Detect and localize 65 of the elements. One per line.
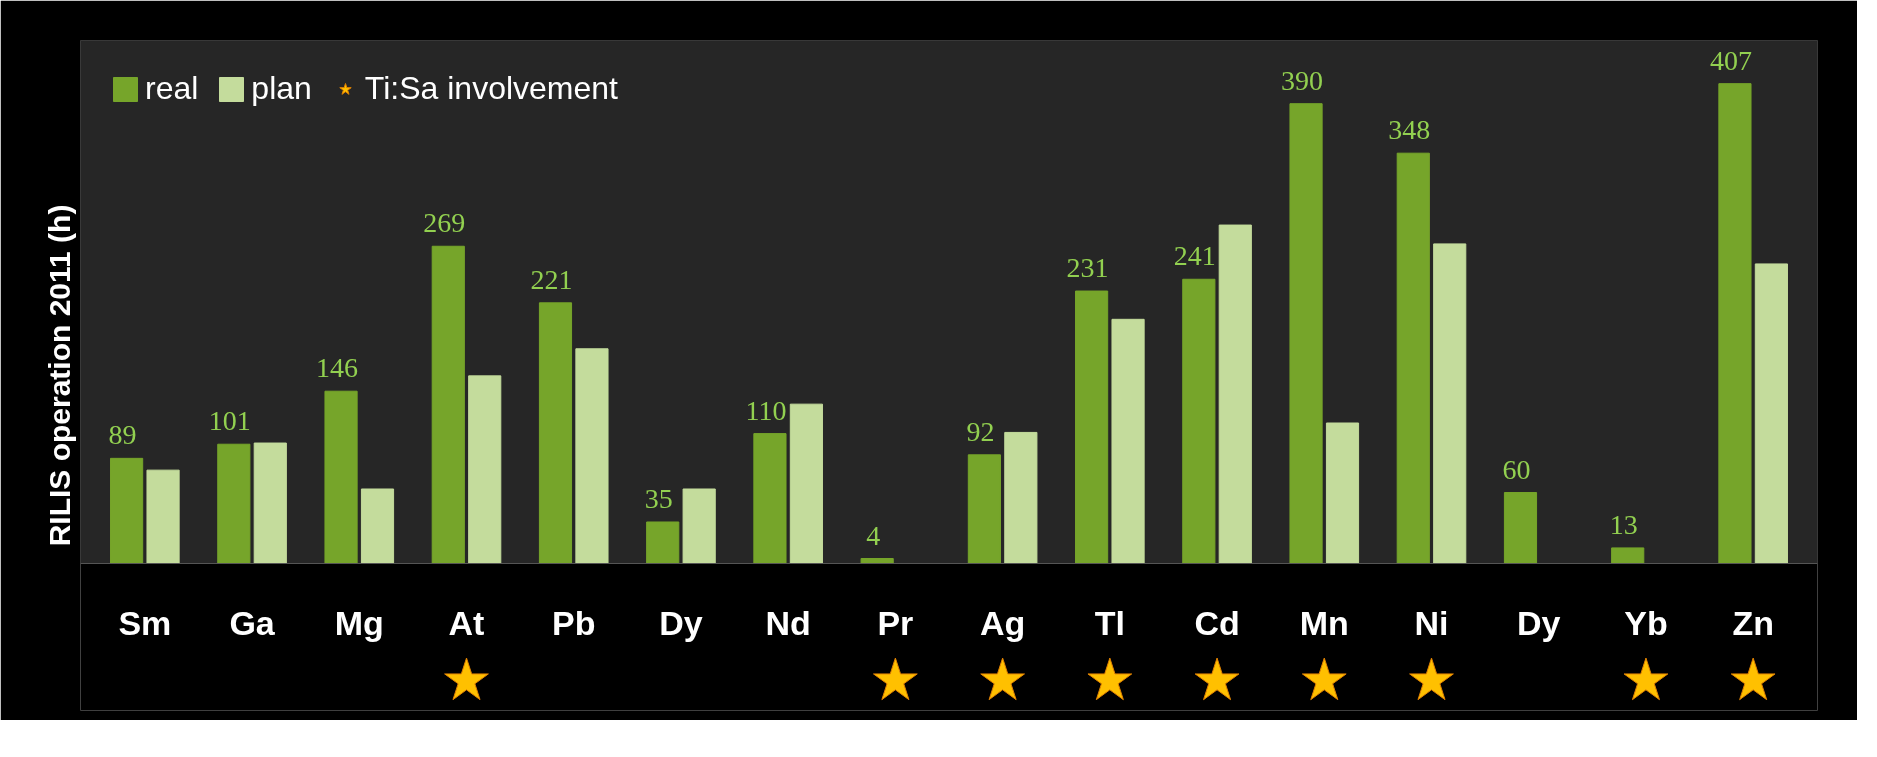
bar xyxy=(1396,152,1430,564)
x-tick-label: Ag xyxy=(979,604,1026,643)
data-label: 110 xyxy=(745,394,787,426)
data-label: 92 xyxy=(966,415,995,447)
legend-label: real xyxy=(145,70,199,107)
bar xyxy=(1433,243,1467,564)
data-label: 231 xyxy=(1066,252,1109,284)
bar xyxy=(967,454,1001,564)
data-label: 60 xyxy=(1502,453,1531,485)
bar xyxy=(217,443,251,564)
bar xyxy=(646,521,680,564)
x-tick-label: Sm xyxy=(118,604,172,643)
data-label: 241 xyxy=(1173,240,1216,272)
x-tick-label: Nd xyxy=(765,604,811,643)
bar xyxy=(1325,422,1360,564)
x-tick-label: Dy xyxy=(1516,604,1561,643)
x-tick-label: Pr xyxy=(877,604,914,643)
y-axis-title: RILIS operation 2011 (h) xyxy=(42,204,76,547)
bar xyxy=(468,375,502,564)
bar xyxy=(753,433,787,564)
bar xyxy=(324,390,358,564)
bar xyxy=(860,558,894,564)
bar xyxy=(146,469,180,564)
x-tick-label: Yb xyxy=(1624,604,1668,643)
x-tick-label: Zn xyxy=(1732,604,1774,643)
data-label: 390 xyxy=(1281,64,1324,96)
bar xyxy=(538,302,573,564)
x-tick-label: Mn xyxy=(1299,604,1349,643)
bar xyxy=(1503,492,1538,564)
legend-label: plan xyxy=(251,70,312,107)
data-label: 89 xyxy=(108,419,137,451)
bar xyxy=(360,488,395,564)
bar xyxy=(1754,263,1788,564)
legend-label: Ti:Sa involvement xyxy=(364,70,618,107)
bar xyxy=(575,348,609,564)
bar xyxy=(110,457,144,564)
data-label: 221 xyxy=(530,263,573,295)
data-label: 35 xyxy=(644,482,673,514)
data-label: 4 xyxy=(866,519,881,551)
bar xyxy=(789,403,823,564)
x-tick-label: Pb xyxy=(552,604,596,643)
x-tick-label: At xyxy=(448,604,485,643)
bar xyxy=(1611,547,1645,564)
x-tick-label: Ni xyxy=(1414,604,1449,643)
data-label: 101 xyxy=(208,405,251,437)
x-tick-label: Tl xyxy=(1094,604,1125,643)
bar xyxy=(1218,224,1252,564)
x-tick-label: Dy xyxy=(659,604,703,643)
bar xyxy=(253,442,287,564)
bar xyxy=(1004,431,1038,564)
bar xyxy=(682,488,716,564)
data-label: 407 xyxy=(1709,44,1752,76)
x-tick-label: Mg xyxy=(334,604,384,643)
data-label: 146 xyxy=(316,352,359,384)
data-label: 269 xyxy=(423,207,466,239)
bar xyxy=(1111,318,1145,564)
bar xyxy=(1289,103,1323,564)
x-tick-label: Cd xyxy=(1194,604,1240,643)
data-label: 13 xyxy=(1609,508,1638,540)
bar xyxy=(431,245,465,564)
bar xyxy=(1718,83,1752,564)
bar xyxy=(1075,290,1109,564)
bar xyxy=(1182,278,1216,564)
x-tick-label: Ga xyxy=(229,604,276,643)
data-label: 348 xyxy=(1388,114,1431,146)
